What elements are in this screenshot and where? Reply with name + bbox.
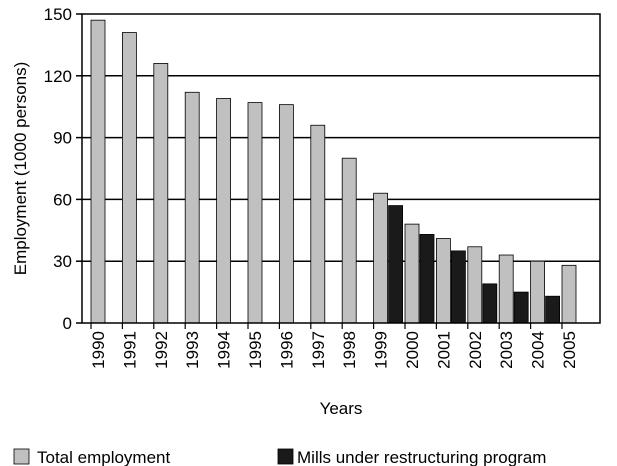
x-tick-label-2002: 2002 xyxy=(466,331,485,369)
x-tick-label-1998: 1998 xyxy=(340,331,359,369)
bar-total-1995 xyxy=(247,102,263,324)
bar-total-1993 xyxy=(184,91,200,324)
legend-label-total-employment: Total employment xyxy=(37,448,171,466)
y-tick-label-60: 60 xyxy=(53,190,72,209)
bar-total-2005 xyxy=(561,264,577,324)
y-tick-label-90: 90 xyxy=(53,129,72,148)
legend-swatch-mills-under-restructuring xyxy=(277,448,294,465)
bar-total-2004 xyxy=(530,260,545,324)
x-tick-label-1995: 1995 xyxy=(246,331,265,369)
legend-swatch-total-employment xyxy=(13,448,30,465)
x-tick-label-2003: 2003 xyxy=(497,331,516,369)
gridlines xyxy=(82,75,600,262)
bar-total-2000 xyxy=(404,223,420,324)
bar-mills-2000 xyxy=(419,234,435,324)
bar-total-2001 xyxy=(435,238,451,324)
y-tick-label-150: 150 xyxy=(44,5,72,24)
bar-total-1999 xyxy=(373,192,389,324)
y-axis-ticks: 0 30 60 90 120 150 xyxy=(44,5,82,333)
x-tick-label-2000: 2000 xyxy=(403,331,422,369)
y-tick-label-0: 0 xyxy=(63,314,72,333)
bar-total-1991 xyxy=(122,32,137,324)
x-tick-label-1992: 1992 xyxy=(152,331,171,369)
x-axis-ticks: 1990 1991 1992 1993 1994 1995 1996 1997 1998 1999… xyxy=(89,323,579,369)
bar-mills-2003 xyxy=(513,291,529,324)
x-tick-label-1994: 1994 xyxy=(215,331,234,369)
x-tick-label-2004: 2004 xyxy=(529,331,548,369)
x-tick-label-2005: 2005 xyxy=(560,331,579,369)
legend-label-mills-under-restructuring: Mills under restructuring program xyxy=(297,448,546,466)
x-tick-label-1999: 1999 xyxy=(372,331,391,369)
bars xyxy=(90,19,577,324)
x-tick-label-1997: 1997 xyxy=(309,331,328,369)
bar-total-1997 xyxy=(310,124,326,324)
bar-total-2002 xyxy=(467,246,483,324)
bar-total-1992 xyxy=(153,63,169,324)
bar-mills-2001 xyxy=(450,250,466,324)
bar-total-1990 xyxy=(90,19,106,324)
x-tick-label-2001: 2001 xyxy=(434,331,453,369)
y-tick-label-120: 120 xyxy=(44,67,72,86)
bar-total-1998 xyxy=(341,157,357,324)
plot-frame xyxy=(81,13,601,324)
bar-mills-1999 xyxy=(388,205,404,324)
bar-total-1994 xyxy=(216,98,232,324)
bar-total-2003 xyxy=(498,254,514,324)
x-tick-label-1991: 1991 xyxy=(120,331,139,369)
y-tick-label-30: 30 xyxy=(53,252,72,271)
x-axis-title: Years xyxy=(320,399,363,418)
x-tick-label-1990: 1990 xyxy=(89,331,108,369)
legend: Total employment Mills under restructuri… xyxy=(13,448,546,466)
bar-mills-2002 xyxy=(482,283,498,324)
y-axis-title: Employment (1000 persons) xyxy=(11,62,30,276)
bar-total-1996 xyxy=(278,104,294,324)
x-tick-label-1993: 1993 xyxy=(183,331,202,369)
bar-mills-2004 xyxy=(545,295,560,324)
x-tick-label-1996: 1996 xyxy=(277,331,296,369)
